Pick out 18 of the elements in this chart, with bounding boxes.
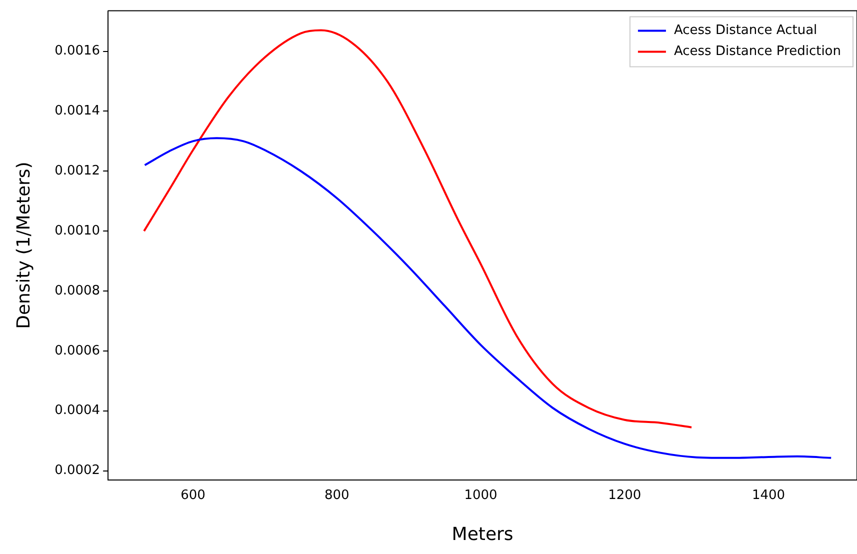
line-series	[144, 137, 832, 459]
y-tick-label: 0.0006	[54, 343, 100, 358]
x-tick-label: 1200	[608, 488, 642, 503]
y-tick-label: 0.0002	[54, 463, 100, 478]
y-tick-label: 0.0004	[54, 403, 100, 418]
legend-label: Acess Distance Actual	[674, 23, 818, 38]
legend-label: Acess Distance Prediction	[674, 44, 841, 60]
x-tick-label: 600	[180, 488, 206, 503]
x-axis-title: Meters	[452, 524, 514, 545]
y-tick-label: 0.0010	[54, 223, 100, 238]
x-tick-label: 1000	[464, 488, 498, 503]
x-tick-label: 1400	[752, 488, 786, 503]
y-tick-label: 0.0016	[54, 44, 100, 59]
y-tick-label: 0.0014	[54, 104, 100, 119]
x-tick-label: 800	[324, 488, 350, 503]
y-axis-title: Density (1/Meters)	[13, 162, 34, 329]
y-tick-label: 0.0008	[54, 283, 100, 298]
y-tick-label: 0.0012	[54, 164, 100, 179]
